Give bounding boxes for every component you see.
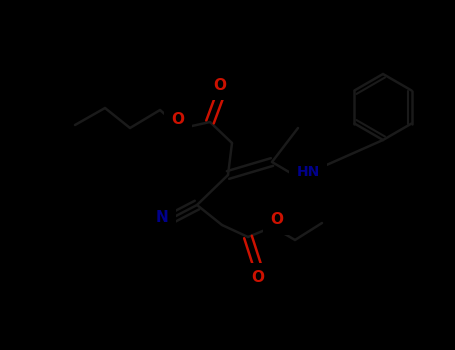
Text: O: O [252, 271, 264, 286]
Text: O: O [213, 77, 227, 92]
Text: O: O [271, 212, 283, 228]
Text: HN: HN [296, 165, 319, 179]
Text: O: O [172, 112, 184, 127]
Text: N: N [156, 210, 168, 225]
